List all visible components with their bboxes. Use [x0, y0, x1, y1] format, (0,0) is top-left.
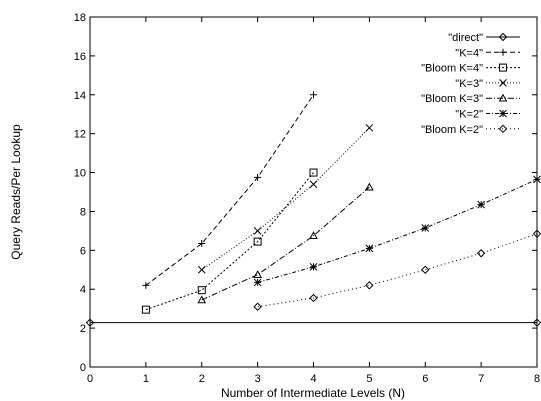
- y-axis-ticks: 0 2 4 6 8 10 12 14 16 18: [74, 12, 537, 374]
- data-point: [310, 91, 317, 99]
- legend-item: "K=2": [455, 109, 520, 121]
- data-point: [253, 302, 262, 311]
- y-tick-label: 14: [74, 90, 86, 102]
- series-layer: [85, 91, 541, 327]
- y-tick-label: 16: [74, 51, 86, 63]
- y-tick-label: 10: [74, 168, 86, 180]
- x-tick-label: 2: [199, 373, 205, 385]
- x-tick-label: 1: [143, 373, 149, 385]
- x-axis-ticks: 0 1 2 3 4 5 6 7 8: [87, 17, 540, 385]
- legend-label: "K=4": [455, 47, 483, 59]
- legend: "direct" "K=4" "Bloom K=4" "K=3" "Bloom K=3"…: [421, 32, 520, 136]
- legend-marker: [499, 48, 507, 56]
- series-4: [197, 182, 374, 304]
- y-tick-label: 6: [80, 245, 86, 257]
- series-line: [257, 233, 538, 308]
- x-tick-label: 4: [310, 373, 316, 385]
- data-point: [365, 182, 374, 191]
- data-point: [532, 229, 541, 239]
- legend-label: "direct": [448, 32, 483, 44]
- y-tick-label: 8: [80, 206, 86, 218]
- data-point: [309, 263, 318, 271]
- legend-marker: [498, 93, 508, 102]
- legend-item: "direct": [448, 32, 520, 44]
- x-tick-label: 7: [478, 373, 484, 385]
- legend-marker: [499, 79, 507, 87]
- legend-label: "K=2": [455, 109, 483, 121]
- data-point: [253, 278, 262, 287]
- y-tick-label: 0: [80, 362, 86, 374]
- x-tick-label: 3: [255, 373, 261, 385]
- series-line: [201, 127, 370, 271]
- series-6: [253, 229, 541, 311]
- legend-label: "Bloom K=4": [421, 63, 483, 75]
- legend-item: "K=4": [455, 47, 520, 59]
- y-tick-label: 4: [80, 284, 86, 296]
- y-tick-label: 18: [74, 12, 86, 24]
- x-tick-label: 6: [422, 373, 428, 385]
- data-point: [85, 318, 95, 327]
- data-point: [197, 295, 207, 304]
- series-line: [257, 178, 538, 283]
- legend-item: "Bloom K=2": [421, 124, 520, 136]
- y-tick-label: 2: [80, 323, 86, 335]
- data-point: [253, 237, 262, 246]
- series-0: [85, 318, 541, 327]
- data-point: [253, 227, 262, 235]
- data-point: [365, 281, 374, 290]
- legend-marker: [498, 32, 508, 42]
- legend-item: "K=3": [455, 78, 520, 90]
- y-tick-label: 12: [74, 129, 86, 141]
- legend-label: "K=3": [455, 78, 483, 90]
- data-point: [142, 281, 150, 289]
- data-point: [309, 231, 318, 240]
- x-tick-label: 8: [534, 373, 540, 385]
- legend-item: "Bloom K=4": [421, 63, 520, 75]
- data-point: [309, 180, 318, 189]
- data-point: [477, 200, 485, 209]
- legend-label: "Bloom K=3": [421, 93, 483, 105]
- series-1: [142, 91, 317, 289]
- data-point: [197, 286, 206, 295]
- legend-label: "Bloom K=2": [421, 124, 483, 136]
- data-point: [141, 305, 150, 314]
- data-point: [476, 249, 486, 258]
- legend-marker: [499, 63, 507, 72]
- series-line: [145, 172, 314, 311]
- data-point: [533, 175, 541, 184]
- series-3: [197, 123, 374, 274]
- data-point: [421, 265, 430, 274]
- legend-item: "Bloom K=3": [421, 93, 520, 105]
- series-line: [201, 186, 370, 301]
- data-point: [253, 270, 262, 278]
- data-point: [421, 224, 430, 232]
- data-point: [309, 293, 318, 303]
- data-point: [197, 265, 206, 274]
- data-point: [365, 244, 374, 253]
- x-tick-label: 0: [87, 373, 93, 385]
- data-point: [198, 240, 206, 248]
- series-2: [141, 168, 318, 314]
- data-point: [309, 168, 318, 177]
- y-axis-label: Query Reads/Per Lookup: [9, 124, 23, 260]
- x-tick-label: 5: [366, 373, 372, 385]
- data-point: [254, 173, 262, 181]
- series-5: [253, 175, 541, 287]
- x-axis-label: Number of Intermediate Levels (N): [221, 386, 405, 400]
- legend-marker: [498, 124, 508, 134]
- series-line: [145, 94, 314, 286]
- legend-marker: [499, 109, 507, 118]
- data-point: [365, 123, 374, 132]
- data-point: [532, 318, 541, 327]
